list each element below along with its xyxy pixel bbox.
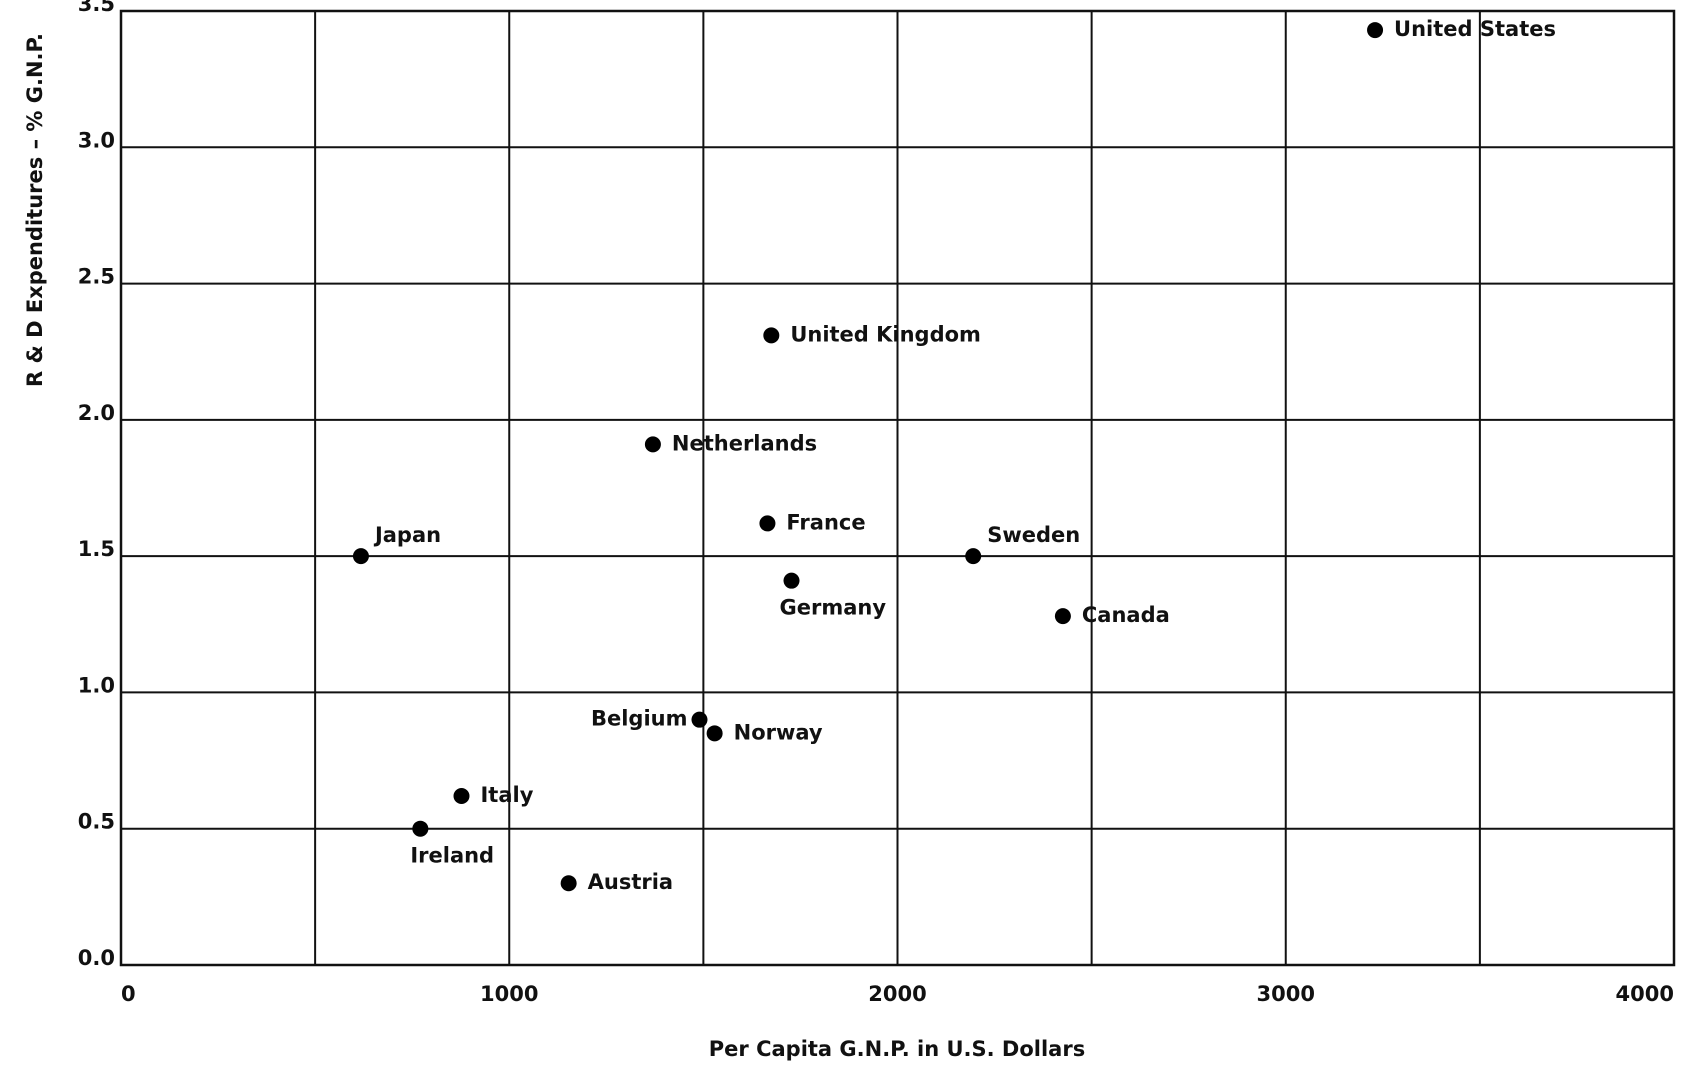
point-label: Canada: [1082, 603, 1170, 627]
point-label: United States: [1394, 17, 1556, 41]
x-tick-label: 0: [121, 982, 136, 1006]
point-label: Italy: [480, 783, 533, 807]
point: [644, 436, 661, 453]
y-tick-label: 1.0: [78, 673, 115, 697]
point-label: Sweden: [987, 523, 1080, 547]
point-label: Norway: [734, 720, 823, 744]
x-tick-label: 4000: [1616, 982, 1674, 1006]
point: [453, 788, 470, 805]
y-tick-label: 2.5: [78, 265, 115, 289]
point-label: Netherlands: [672, 431, 817, 455]
x-tick-label: 3000: [1257, 982, 1315, 1006]
x-tick-label: 1000: [480, 982, 538, 1006]
point-label: United Kingdom: [790, 322, 981, 346]
point: [352, 548, 369, 565]
point-label: Japan: [373, 523, 441, 547]
y-tick-label: 0.0: [78, 946, 115, 970]
point: [560, 875, 577, 892]
point: [965, 548, 982, 565]
y-tick-label: 3.5: [78, 0, 115, 16]
point: [412, 820, 429, 837]
point: [691, 711, 708, 728]
point: [1367, 22, 1384, 39]
point-label: France: [786, 510, 865, 534]
point: [763, 327, 780, 344]
point: [759, 515, 776, 532]
point: [1054, 608, 1071, 625]
y-tick-label: 1.5: [78, 537, 115, 561]
x-tick-label: 2000: [868, 982, 926, 1006]
point: [706, 725, 723, 742]
plot-frame: [119, 9, 1676, 967]
point: [783, 572, 800, 589]
point-label: Austria: [588, 870, 673, 894]
x-axis-label: Per Capita G.N.P. in U.S. Dollars: [709, 1037, 1085, 1061]
point-label: Ireland: [410, 844, 494, 868]
y-tick-label: 2.0: [78, 401, 115, 425]
y-tick-label: 3.0: [78, 128, 115, 152]
y-axis-label: R & D Expenditures – % G.N.P.: [23, 33, 47, 387]
point-label: Belgium: [591, 707, 688, 731]
point-label: Germany: [780, 596, 887, 620]
y-tick-label: 0.5: [78, 810, 115, 834]
